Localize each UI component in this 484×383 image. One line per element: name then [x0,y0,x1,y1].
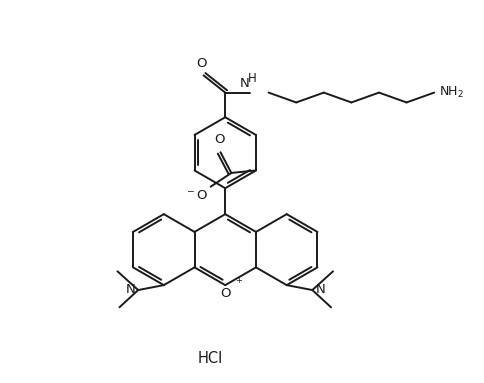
Text: N: N [125,283,135,296]
Text: HCl: HCl [198,350,223,365]
Text: $^+$: $^+$ [234,276,244,289]
Text: H: H [247,72,256,85]
Text: N: N [240,77,249,90]
Text: $^-$O: $^-$O [185,189,209,202]
Text: N: N [315,283,325,296]
Text: O: O [197,57,207,70]
Text: O: O [220,287,230,300]
Text: O: O [214,133,225,146]
Text: NH$_2$: NH$_2$ [439,85,464,100]
